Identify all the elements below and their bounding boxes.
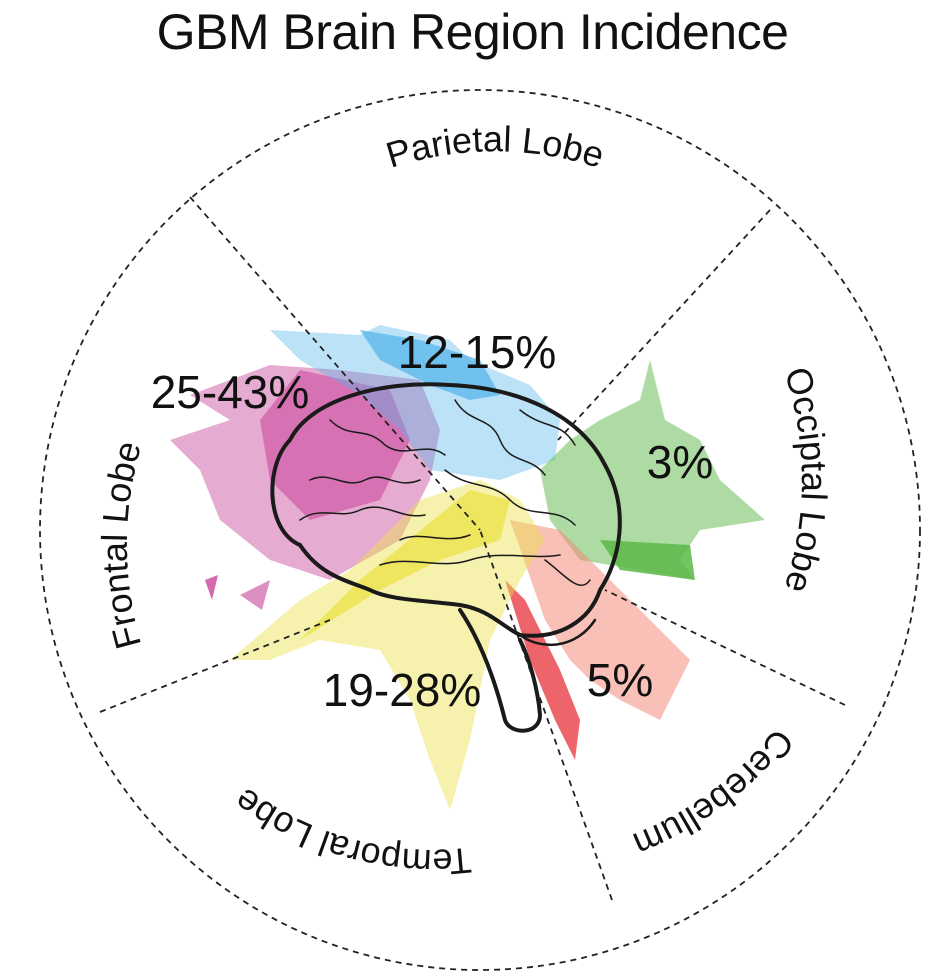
occipital-lobe-label: Occiptal Lobe [777,362,835,597]
diagram-title: GBM Brain Region Incidence [156,4,789,60]
cerebellum-splash [505,520,690,760]
cerebellum-incidence: 5% [587,654,653,706]
divider-frontal-parietal [189,196,481,531]
temporal-incidence: 19-28% [323,664,482,716]
incidence-labels: 12-15% 3% 5% 19-28% 25-43% [151,326,714,716]
occipital-splash [540,360,765,580]
parietal-lobe-label: Parietal Lobe [381,118,609,176]
temporal-splash [230,480,545,810]
cerebellum-label: Cerebellum [628,722,803,866]
outer-dashed-circle [39,89,921,971]
divider-parietal-occipital [557,209,771,441]
divider-occipital-cerebellum [604,589,846,706]
frontal-lobe-label: Frontal Lobe [94,437,149,654]
frontal-incidence: 25-43% [151,366,310,418]
occipital-incidence: 3% [647,436,713,488]
region-boundaries [39,89,921,971]
brain-outline [270,382,622,733]
parietal-splash [270,325,560,480]
divider-temporal-frontal [99,619,331,713]
parietal-incidence: 12-15% [398,326,557,378]
temporal-lobe-label: Temporal Lobe [226,780,473,883]
